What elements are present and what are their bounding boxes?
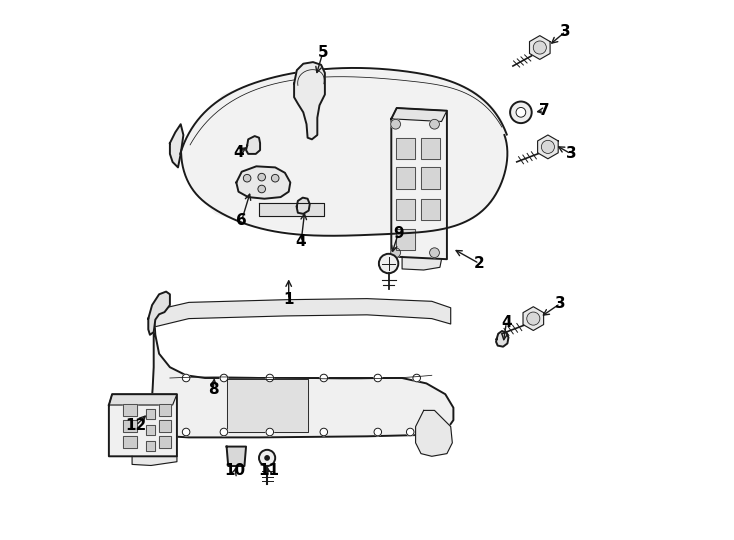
Circle shape	[320, 374, 327, 382]
Bar	[123, 436, 137, 448]
Bar	[421, 138, 440, 159]
Polygon shape	[109, 394, 177, 456]
Circle shape	[220, 374, 228, 382]
Text: 8: 8	[208, 382, 219, 397]
Bar	[145, 425, 156, 435]
Polygon shape	[227, 447, 246, 466]
Polygon shape	[170, 124, 184, 167]
Circle shape	[379, 254, 399, 273]
Bar	[123, 404, 137, 416]
Bar	[159, 420, 171, 432]
Text: 4: 4	[233, 145, 244, 160]
Bar	[396, 199, 415, 220]
Polygon shape	[297, 198, 310, 214]
Text: 9: 9	[393, 226, 404, 241]
Bar	[396, 230, 415, 250]
Bar	[421, 167, 440, 189]
Text: 7: 7	[539, 103, 550, 118]
Circle shape	[429, 248, 440, 258]
Polygon shape	[294, 62, 325, 139]
Text: 11: 11	[258, 463, 279, 478]
Bar	[123, 436, 137, 448]
Text: 1: 1	[283, 292, 294, 307]
Circle shape	[182, 428, 190, 436]
Bar	[421, 199, 440, 220]
Bar	[396, 167, 415, 189]
Bar	[145, 441, 156, 451]
Polygon shape	[391, 108, 447, 259]
Bar	[421, 199, 440, 220]
Text: 6: 6	[236, 213, 247, 228]
Polygon shape	[496, 331, 509, 347]
Bar	[145, 425, 156, 435]
Circle shape	[390, 119, 401, 129]
Bar	[396, 138, 415, 159]
Bar	[421, 138, 440, 159]
Text: 3: 3	[566, 146, 576, 161]
Bar	[145, 409, 156, 419]
Circle shape	[374, 374, 382, 382]
Circle shape	[413, 374, 421, 382]
Circle shape	[527, 312, 539, 325]
Bar	[396, 167, 415, 189]
Polygon shape	[236, 166, 291, 199]
Polygon shape	[402, 256, 442, 270]
Bar	[396, 199, 415, 220]
Bar	[159, 420, 171, 432]
Bar	[159, 404, 171, 416]
Bar	[145, 441, 156, 451]
Bar	[159, 436, 171, 448]
Bar	[159, 404, 171, 416]
Polygon shape	[529, 36, 550, 59]
Circle shape	[220, 428, 228, 436]
Bar	[123, 420, 137, 432]
Circle shape	[407, 428, 414, 436]
Circle shape	[272, 174, 279, 182]
Circle shape	[266, 428, 274, 436]
Polygon shape	[153, 299, 451, 327]
Circle shape	[542, 140, 554, 153]
Circle shape	[429, 119, 440, 129]
Text: 3: 3	[555, 296, 566, 311]
Bar	[123, 420, 137, 432]
Polygon shape	[148, 292, 170, 335]
Text: 12: 12	[126, 418, 147, 433]
Circle shape	[390, 248, 401, 258]
Circle shape	[374, 428, 382, 436]
Polygon shape	[227, 379, 308, 432]
Circle shape	[534, 41, 546, 54]
Polygon shape	[415, 410, 452, 456]
Circle shape	[258, 185, 266, 193]
Circle shape	[510, 102, 531, 123]
Bar	[123, 404, 137, 416]
Bar	[396, 138, 415, 159]
Text: 4: 4	[296, 234, 306, 249]
Bar	[145, 409, 156, 419]
Bar	[159, 436, 171, 448]
Circle shape	[259, 450, 275, 466]
Text: 4: 4	[501, 315, 512, 330]
Text: 2: 2	[474, 256, 484, 271]
Polygon shape	[391, 108, 447, 122]
Bar	[421, 167, 440, 189]
Polygon shape	[537, 135, 558, 159]
Polygon shape	[109, 394, 177, 405]
Polygon shape	[132, 456, 177, 465]
Circle shape	[266, 374, 274, 382]
Circle shape	[265, 456, 269, 460]
Circle shape	[516, 107, 526, 117]
Polygon shape	[523, 307, 544, 330]
Circle shape	[182, 374, 190, 382]
Circle shape	[258, 173, 266, 181]
Text: 5: 5	[317, 45, 328, 60]
Circle shape	[320, 428, 327, 436]
Polygon shape	[246, 136, 260, 154]
Circle shape	[244, 174, 251, 182]
Polygon shape	[259, 202, 324, 216]
Polygon shape	[151, 310, 454, 437]
Polygon shape	[181, 70, 505, 235]
Bar	[396, 230, 415, 250]
Text: 3: 3	[560, 24, 571, 39]
Text: 10: 10	[224, 463, 245, 478]
